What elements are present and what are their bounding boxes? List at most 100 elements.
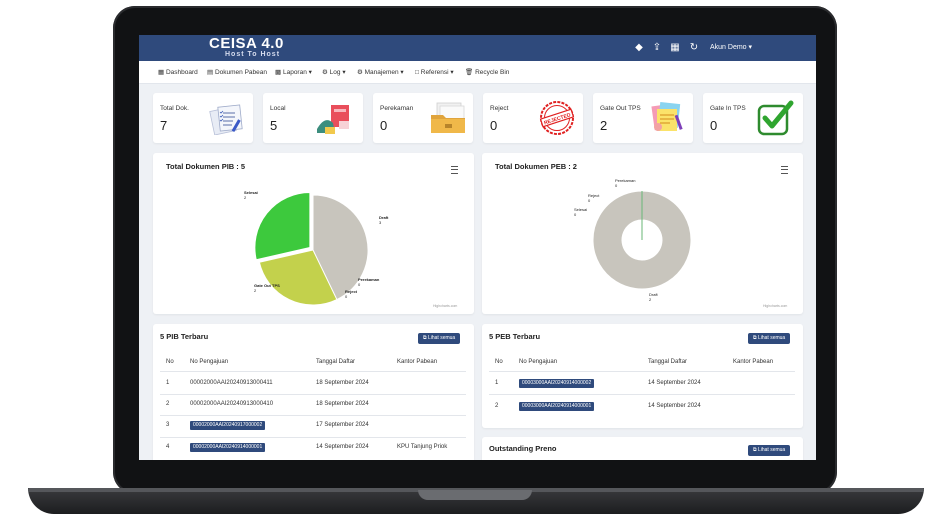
chart-menu-icon[interactable] [781,166,788,174]
preno-lihat-semua-button[interactable]: ⧉ Lihat semua [748,445,791,456]
row-tanggal: 18 September 2024 [316,401,369,407]
label-value: 3 [379,220,382,225]
stat-card-gate-out[interactable]: Gate Out TPS 2 [593,93,693,143]
checkmark-icon [757,100,794,136]
pie-slice-selesai[interactable] [254,192,311,261]
app-screen: CEISA 4.0 Host To Host ◆ ⇪ ▦ ↻ Akun Demo… [139,35,816,460]
rejected-stamp-icon: REJECTED [539,101,575,135]
upload-icon[interactable]: ⇪ [652,42,662,53]
log-icon: ⚙ [322,69,328,76]
menu-referensi[interactable]: □ Referensi ▾ [415,68,454,76]
menu-label: Log [329,69,341,76]
label-name: Reject [345,289,358,294]
row-tanggal: 14 September 2024 [648,380,701,386]
table-title: Outstanding Preno [489,444,557,453]
laptop-notch [418,490,532,500]
diamond-icon[interactable]: ◆ [635,42,643,53]
row-tanggal: 18 September 2024 [316,380,369,386]
divider [160,415,466,416]
pie-slice-draft[interactable] [592,190,692,290]
top-bar: CEISA 4.0 Host To Host ◆ ⇪ ▦ ↻ Akun Demo… [139,35,816,61]
preno-card: Outstanding Preno ⧉ Lihat semua [482,437,803,460]
row-pengajuan: 00002000AAI20240913000410 [190,401,274,407]
brand-subtitle: Host To Host [225,51,281,58]
row-no: 4 [166,444,170,450]
column-header: Tanggal Daftar [648,359,688,365]
pib-label-draft: Draft 3 [379,215,388,225]
row-kantor: KPU Tanjung Priok [397,444,448,450]
button-label: Lihat semua [757,335,786,341]
chart-credit[interactable]: Highcharts.com [433,304,458,308]
row-pengajuan-tag[interactable]: 00003000AAI20240914000001 [519,402,595,411]
menu-label: Referensi [420,69,449,76]
menu-laporan[interactable]: ▩ Laporan ▾ [275,68,312,76]
documents-checklist-icon [209,104,243,135]
stat-card-gate-in[interactable]: Gate In TPS 0 [703,93,803,143]
menu-dashboard[interactable]: ▦ Dashboard [158,68,198,76]
qr-code-icon[interactable]: ▦ [670,42,680,53]
stat-card-reject[interactable]: Reject 0 REJECTED [483,93,583,143]
external-link-icon: ⧉ [423,335,427,341]
menu-recycle-bin[interactable]: 🗑 Recycle Bin [465,68,509,76]
row-tanggal: 14 September 2024 [648,403,701,409]
peb-lihat-semua-button[interactable]: ⧉ Lihat semua [748,333,791,344]
external-link-icon: ⧉ [753,447,757,453]
book-icon: □ [415,69,419,76]
pib-lihat-semua-button[interactable]: ⧉ Lihat semua [418,333,461,344]
chart-title: Total Dokumen PIB : 5 [166,162,246,171]
menu-dokumen-pabean[interactable]: ▤ Dokumen Pabean [207,68,267,76]
pib-label-gate-out: Gate Out TPS 2 [254,283,280,293]
chart-menu-icon[interactable] [451,166,458,174]
label-value: 0 [345,294,348,299]
table-title: 5 PIB Terbaru [160,332,209,341]
column-header: No [166,359,174,365]
stat-value: 0 [490,118,498,133]
stat-value: 0 [710,118,718,133]
brand-title[interactable]: CEISA 4.0 [209,35,284,52]
column-header: Kantor Pabean [733,359,774,365]
row-pengajuan-tag[interactable]: 00002000AAI20240917000002 [190,421,266,430]
stat-label: Local [270,105,286,112]
stat-label: Reject [490,105,509,112]
label-name: Selesai [244,190,258,195]
row-pengajuan-tag[interactable]: 00003000AAI20240914000002 [519,379,595,388]
label-value: 0 [358,282,361,287]
stat-label: Total Dok. [160,105,189,112]
stat-label: Perekaman [380,105,414,112]
account-menu[interactable]: Akun Demo ▾ [710,43,752,51]
stat-value: 2 [600,118,608,133]
stat-value: 0 [380,118,388,133]
table-title: 5 PEB Terbaru [489,332,541,341]
label-value: 0 [588,198,591,203]
stat-card-local[interactable]: Local 5 [263,93,363,143]
row-no: 2 [495,403,499,409]
label-name: Gate Out TPS [254,283,280,288]
refresh-icon[interactable]: ↻ [689,42,699,53]
stat-card-perekaman[interactable]: Perekaman 0 [373,93,473,143]
label-name: Draft [649,292,658,297]
label-value: 2 [254,288,257,293]
pie-slice-draft[interactable] [312,194,369,301]
menu-label: Recycle Bin [475,69,510,76]
menu-log[interactable]: ⚙ Log ▾ [322,68,346,76]
label-value: 0 [574,212,577,217]
pib-pie-chart [254,192,369,306]
peb-label-perekaman: Perekaman 0 [615,178,635,188]
row-tanggal: 17 September 2024 [316,422,369,428]
row-pengajuan-tag[interactable]: 00002000AAI20240914000001 [190,443,266,452]
row-no: 1 [495,380,499,386]
stat-value: 7 [160,118,168,133]
menu-label: Dashboard [165,69,198,76]
chart-credit[interactable]: Highcharts.com [763,304,788,308]
chart-card-peb: Total Dokumen PEB : 2 Perekaman 0 Reject 0… [482,153,803,314]
label-value: 2 [244,195,247,200]
stat-card-total[interactable]: Total Dok. 7 [153,93,253,143]
stat-label: Gate In TPS [710,105,746,112]
button-label: Lihat semua [427,335,456,341]
menu-manajemen[interactable]: ⚙ Manajemen ▾ [357,68,404,76]
stat-value: 5 [270,118,278,133]
document-icon: ▤ [207,69,214,76]
label-name: Draft [379,215,389,220]
label-value: 0 [615,183,618,188]
pie-slice-gate-out-tps[interactable] [258,249,338,306]
